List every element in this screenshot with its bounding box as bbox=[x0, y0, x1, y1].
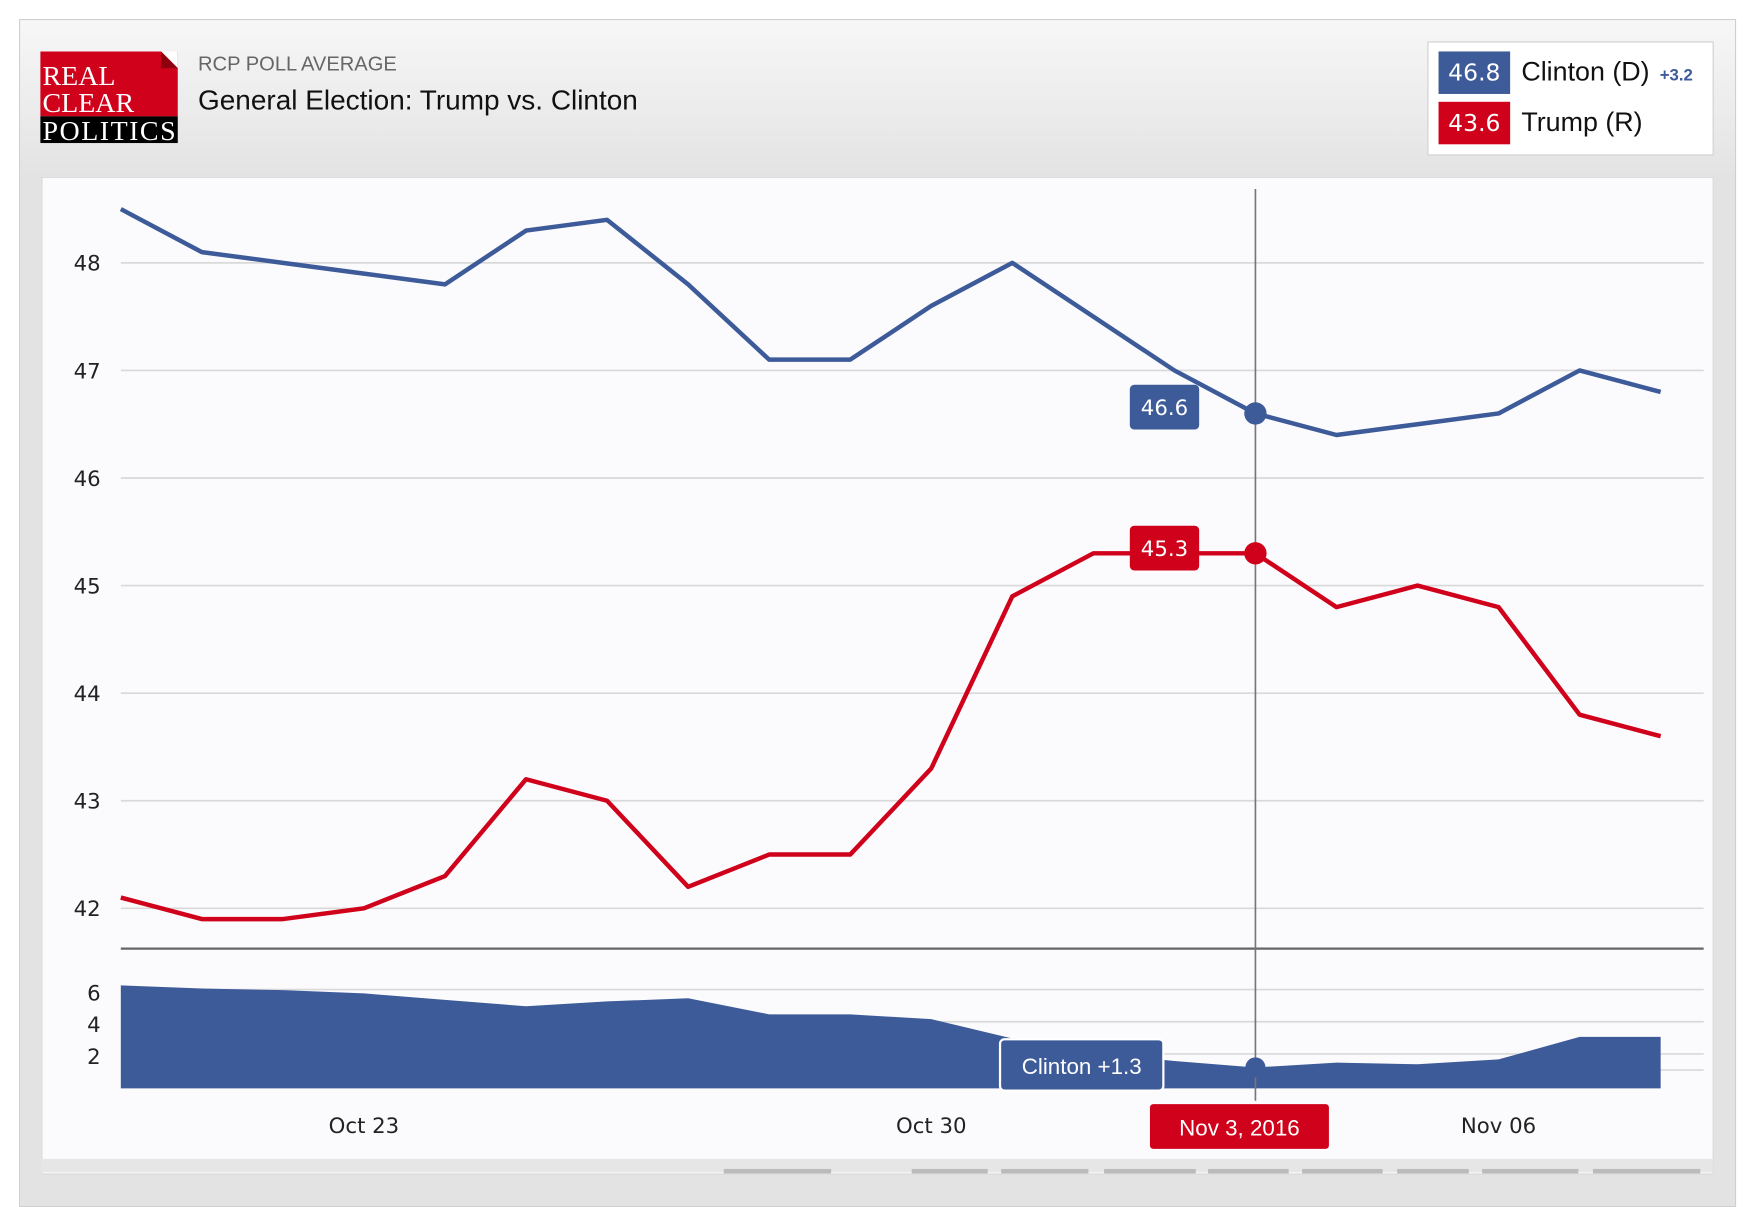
trump-hover-point bbox=[1244, 542, 1267, 565]
y-tick-label: 46 bbox=[74, 467, 101, 492]
clinton-tooltip-text: 46.6 bbox=[1141, 396, 1188, 421]
svg-text:CLEAR: CLEAR bbox=[43, 88, 135, 119]
y-tick-label: 44 bbox=[74, 682, 101, 707]
page-title: General Election: Trump vs. Clinton bbox=[197, 85, 638, 117]
spread-hover-point bbox=[1245, 1057, 1266, 1078]
trump-label: Trump (R) bbox=[1521, 107, 1643, 138]
svg-text:POLITICS: POLITICS bbox=[43, 116, 176, 143]
legend: 46.8 Clinton (D) +3.2 43.6 Trump (R) bbox=[1427, 41, 1714, 156]
spread-tooltip bbox=[998, 1038, 1165, 1092]
chart-area[interactable]: 42 43 44 45 46 47 48 2 4 6 Oct 23 Oct 30 Nov 06 46.6 4… bbox=[41, 176, 1714, 1175]
x-tick-label: Nov 06 bbox=[1461, 1114, 1536, 1139]
y-tick-label: 43 bbox=[74, 790, 101, 815]
clinton-value: 46.8 bbox=[1438, 51, 1511, 94]
clinton-label: Clinton (D) bbox=[1521, 57, 1650, 88]
kicker: RCP POLL AVERAGE bbox=[197, 52, 397, 75]
spread-y-tick-label: 4 bbox=[87, 1013, 101, 1038]
trump-tooltip-text: 45.3 bbox=[1141, 537, 1188, 562]
legend-item-clinton[interactable]: 46.8 Clinton (D) +3.2 bbox=[1438, 51, 1693, 94]
spread-y-tick-label: 2 bbox=[87, 1045, 101, 1070]
series-line-trump bbox=[120, 551, 1662, 922]
clinton-spread: +3.2 bbox=[1659, 65, 1693, 85]
x-tick-label: Oct 23 bbox=[329, 1114, 400, 1139]
range-selector-bar bbox=[41, 1158, 1713, 1174]
clinton-hover-point bbox=[1244, 402, 1267, 425]
clinton-tooltip bbox=[1129, 384, 1200, 430]
spread-tooltip-text: Clinton +1.3 bbox=[1022, 1054, 1142, 1079]
y-tick-label: 45 bbox=[74, 574, 101, 599]
date-tooltip-text: Nov 3, 2016 bbox=[1179, 1115, 1300, 1140]
rcp-logo[interactable]: REAL CLEAR POLITICS bbox=[40, 51, 178, 144]
spread-area bbox=[120, 985, 1661, 1089]
legend-item-trump[interactable]: 43.6 Trump (R) bbox=[1438, 101, 1643, 145]
x-tick-label: Oct 30 bbox=[896, 1114, 967, 1139]
svg-text:REAL: REAL bbox=[43, 61, 116, 92]
series-line-clinton bbox=[119, 207, 1662, 438]
spread-y-tick-label: 6 bbox=[87, 982, 101, 1007]
trump-value: 43.6 bbox=[1438, 101, 1511, 145]
y-tick-label: 42 bbox=[74, 897, 101, 922]
date-tooltip bbox=[1149, 1104, 1329, 1149]
y-tick-label: 47 bbox=[74, 359, 101, 384]
y-tick-label: 48 bbox=[74, 252, 101, 277]
trump-tooltip bbox=[1129, 525, 1200, 571]
